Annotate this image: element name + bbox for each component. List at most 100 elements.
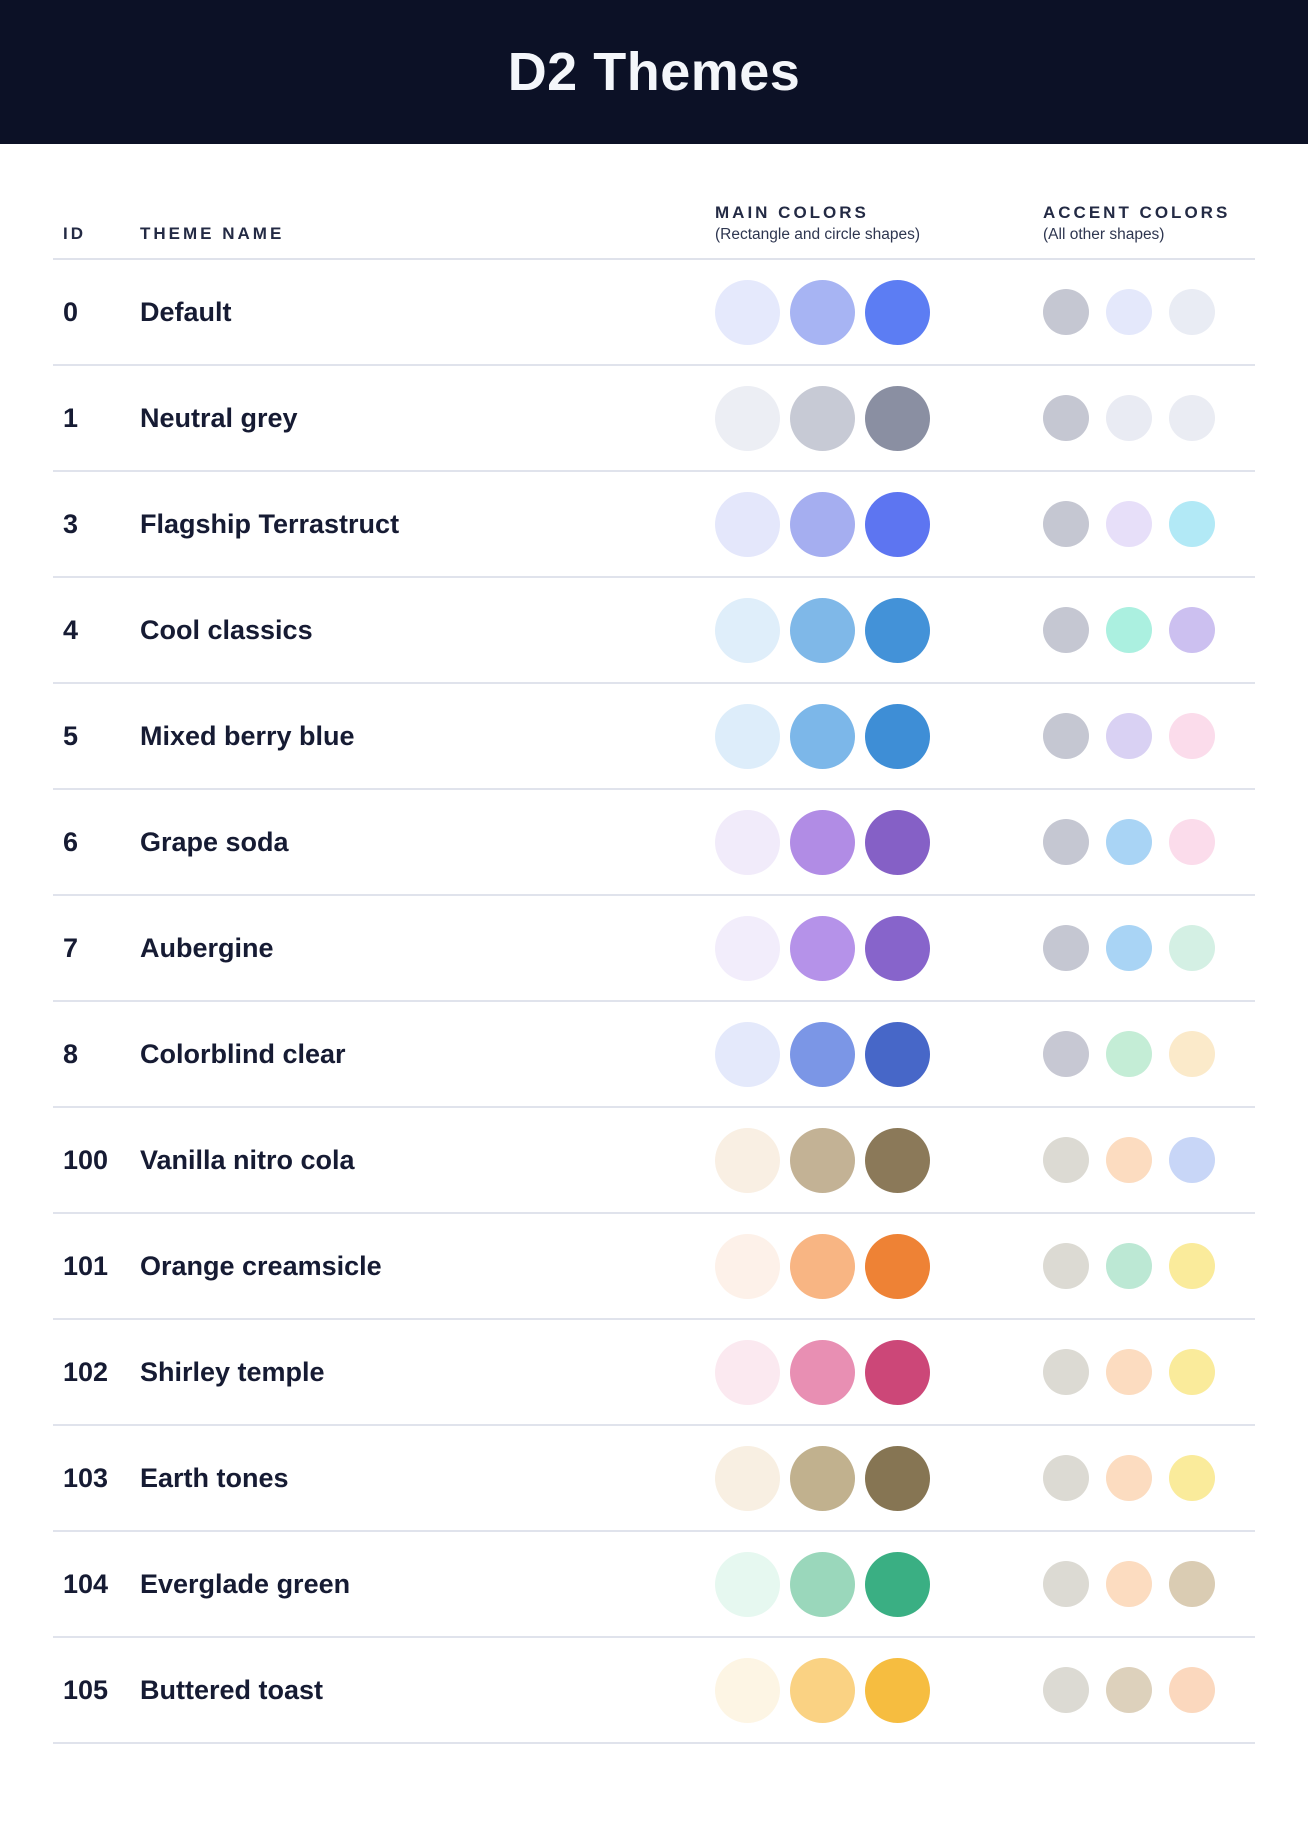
theme-row: 3 Flagship Terrastruct [53, 472, 1255, 578]
main-colors-swatches [715, 809, 1043, 875]
accent-color-swatch [1106, 395, 1152, 441]
theme-name: Cool classics [140, 614, 313, 645]
accent-color-swatch [1106, 1137, 1152, 1183]
accent-color-swatch [1169, 925, 1215, 971]
theme-id: 100 [63, 1144, 109, 1175]
main-colors-swatches [715, 703, 1043, 769]
theme-row: 104 Everglade green [53, 1532, 1255, 1638]
theme-id: 103 [63, 1462, 109, 1493]
accent-color-swatch [1169, 1667, 1215, 1713]
accent-color-swatch [1106, 1455, 1152, 1501]
theme-id: 3 [63, 508, 79, 539]
main-colors-swatches [715, 279, 1043, 345]
theme-id: 0 [63, 296, 79, 327]
main-color-swatch [865, 915, 930, 981]
accent-color-swatch [1043, 501, 1089, 547]
theme-name: Neutral grey [140, 402, 298, 433]
main-color-swatch [715, 385, 780, 451]
accent-colors-swatches [1043, 501, 1255, 547]
theme-name: Buttered toast [140, 1674, 324, 1705]
theme-id: 102 [63, 1356, 109, 1387]
theme-name: Grape soda [140, 826, 289, 857]
theme-row: 5 Mixed berry blue [53, 684, 1255, 790]
accent-colors-swatches [1043, 713, 1255, 759]
theme-row: 7 Aubergine [53, 896, 1255, 1002]
accent-color-swatch [1169, 819, 1215, 865]
theme-name: Flagship Terrastruct [140, 508, 400, 539]
main-color-swatch [715, 703, 780, 769]
main-color-swatch [790, 597, 855, 663]
accent-color-swatch [1106, 1667, 1152, 1713]
accent-color-swatch [1169, 1455, 1215, 1501]
main-color-swatch [790, 279, 855, 345]
accent-color-swatch [1106, 713, 1152, 759]
main-color-swatch [790, 491, 855, 557]
accent-color-swatch [1169, 501, 1215, 547]
theme-name: Shirley temple [140, 1356, 325, 1387]
main-color-swatch [865, 1657, 930, 1723]
main-color-swatch [715, 915, 780, 981]
main-color-swatch [715, 279, 780, 345]
theme-name: Vanilla nitro cola [140, 1144, 355, 1175]
main-color-swatch [790, 915, 855, 981]
theme-name: Earth tones [140, 1462, 289, 1493]
accent-color-swatch [1106, 607, 1152, 653]
accent-color-swatch [1043, 1137, 1089, 1183]
main-color-swatch [790, 1551, 855, 1617]
accent-color-swatch [1106, 1243, 1152, 1289]
accent-color-swatch [1106, 1349, 1152, 1395]
main-colors-swatches [715, 1657, 1043, 1723]
theme-id: 1 [63, 402, 79, 433]
accent-colors-swatches [1043, 1349, 1255, 1395]
theme-row: 101 Orange creamsicle [53, 1214, 1255, 1320]
main-color-swatch [715, 1021, 780, 1087]
theme-row: 100 Vanilla nitro cola [53, 1108, 1255, 1214]
theme-id: 104 [63, 1568, 109, 1599]
main-color-swatch [715, 1657, 780, 1723]
theme-row: 4 Cool classics [53, 578, 1255, 684]
main-color-swatch [865, 279, 930, 345]
theme-name: Default [140, 296, 232, 327]
column-header-accent-colors: ACCENT COLORS [1043, 202, 1231, 222]
main-color-swatch [865, 703, 930, 769]
main-color-swatch [715, 1551, 780, 1617]
accent-color-swatch [1043, 713, 1089, 759]
column-header-main-colors: MAIN COLORS [715, 202, 869, 222]
accent-color-swatch [1169, 1561, 1215, 1607]
main-color-swatch [865, 1551, 930, 1617]
main-color-swatch [790, 1233, 855, 1299]
main-color-swatch [790, 809, 855, 875]
main-color-swatch [790, 1339, 855, 1405]
main-color-swatch [790, 1445, 855, 1511]
accent-color-swatch [1106, 1031, 1152, 1077]
main-colors-swatches [715, 1233, 1043, 1299]
main-color-swatch [865, 1339, 930, 1405]
theme-row: 105 Buttered toast [53, 1638, 1255, 1744]
main-colors-swatches [715, 1127, 1043, 1193]
main-color-swatch [865, 1233, 930, 1299]
main-color-swatch [865, 1021, 930, 1087]
main-color-swatch [865, 385, 930, 451]
main-color-swatch [715, 1127, 780, 1193]
accent-color-swatch [1169, 1137, 1215, 1183]
theme-row: 0 Default [53, 260, 1255, 366]
theme-row: 103 Earth tones [53, 1426, 1255, 1532]
accent-colors-swatches [1043, 395, 1255, 441]
main-color-swatch [715, 1233, 780, 1299]
accent-color-swatch [1106, 501, 1152, 547]
accent-color-swatch [1106, 1561, 1152, 1607]
main-color-swatch [865, 597, 930, 663]
themes-table-body: 0 Default 1 Neutral grey 3 Flagship Terr… [53, 260, 1255, 1744]
theme-name: Everglade green [140, 1568, 351, 1599]
accent-colors-swatches [1043, 925, 1255, 971]
page-header: D2 Themes [0, 0, 1308, 144]
main-color-swatch [865, 809, 930, 875]
main-color-swatch [865, 1445, 930, 1511]
accent-color-swatch [1106, 289, 1152, 335]
accent-color-swatch [1169, 607, 1215, 653]
accent-color-swatch [1043, 1031, 1089, 1077]
theme-name: Aubergine [140, 932, 274, 963]
themes-table: ID THEME NAME MAIN COLORS (Rectangle and… [0, 144, 1308, 1744]
main-color-swatch [715, 1445, 780, 1511]
accent-colors-swatches [1043, 1561, 1255, 1607]
